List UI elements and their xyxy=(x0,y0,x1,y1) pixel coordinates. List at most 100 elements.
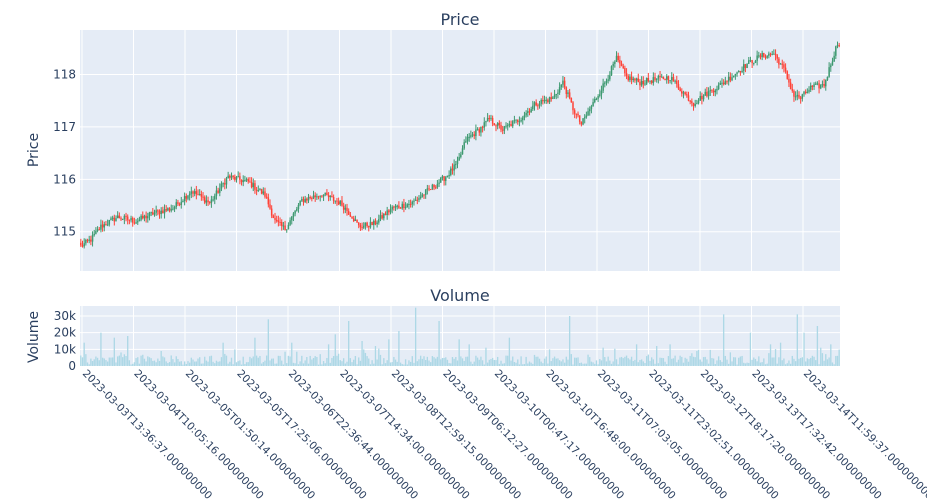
candle xyxy=(694,99,696,108)
candle xyxy=(205,195,208,206)
volume-bar xyxy=(138,363,141,366)
volume-bar xyxy=(738,357,740,366)
volume-bar xyxy=(575,357,578,366)
candle xyxy=(361,222,363,231)
candle xyxy=(334,200,337,204)
volume-bar xyxy=(197,358,199,366)
candle xyxy=(622,63,624,70)
volume-bar xyxy=(381,364,383,366)
volume-bar xyxy=(691,353,693,366)
volume-bar xyxy=(480,356,482,366)
volume-bar xyxy=(326,357,328,366)
volume-y-tick-labels: 0 10k 20k 30k xyxy=(54,309,76,373)
candle xyxy=(744,63,747,73)
candle xyxy=(280,219,283,231)
candle xyxy=(406,203,409,208)
candle xyxy=(547,98,549,104)
volume-bar xyxy=(515,362,517,366)
volume-bar xyxy=(353,359,355,366)
candle xyxy=(302,196,305,206)
candle xyxy=(232,175,234,180)
candle xyxy=(719,80,722,85)
candle xyxy=(490,114,492,121)
volume-bar xyxy=(510,360,512,366)
volume-bar xyxy=(257,357,259,366)
volume-bar xyxy=(180,361,182,366)
candle xyxy=(575,113,578,119)
candle xyxy=(831,57,834,66)
volume-bar xyxy=(212,361,214,366)
volume-bar xyxy=(224,353,226,366)
volume-bar xyxy=(349,358,352,366)
volume-bar xyxy=(125,356,127,366)
candle xyxy=(794,91,797,101)
volume-bar xyxy=(217,361,219,366)
candle xyxy=(525,110,527,118)
candle xyxy=(686,91,688,98)
candle xyxy=(137,217,139,225)
candle xyxy=(652,72,655,86)
candle xyxy=(321,195,323,198)
volume-bar xyxy=(721,361,723,366)
candle xyxy=(351,216,353,219)
volume-bar xyxy=(461,358,464,366)
volume-bar xyxy=(222,342,224,366)
candle xyxy=(706,86,708,98)
volume-bar xyxy=(110,357,112,366)
candle xyxy=(347,208,350,215)
candle xyxy=(411,200,414,208)
candle xyxy=(771,50,773,56)
candle xyxy=(650,80,653,85)
volume-bar xyxy=(133,362,136,366)
volume-bar xyxy=(587,354,589,366)
volume-bar xyxy=(430,362,432,366)
candle xyxy=(173,205,176,213)
candle xyxy=(352,215,355,223)
candle xyxy=(296,206,298,212)
candle xyxy=(393,205,395,211)
volume-bar xyxy=(209,356,211,366)
candle xyxy=(359,222,362,231)
volume-bar xyxy=(358,357,360,366)
volume-bar xyxy=(388,339,390,366)
candle xyxy=(657,74,660,84)
volume-bar xyxy=(709,349,711,366)
volume-bar xyxy=(610,363,613,366)
volume-bar xyxy=(558,360,561,366)
candle xyxy=(568,88,571,100)
candle xyxy=(162,206,164,214)
volume-bar xyxy=(322,361,325,366)
volume-bar xyxy=(617,364,619,366)
candle xyxy=(373,219,375,230)
candle xyxy=(155,205,157,216)
volume-bar xyxy=(796,314,798,366)
candle xyxy=(371,221,373,226)
candle xyxy=(212,196,214,202)
candle xyxy=(403,198,405,213)
volume-bar xyxy=(406,364,408,366)
volume-bar xyxy=(192,359,194,366)
volume-bar xyxy=(794,361,797,366)
volume-y-axis-label: Volume xyxy=(26,311,42,363)
candle xyxy=(465,136,467,144)
volume-bar xyxy=(399,362,402,366)
candle xyxy=(409,199,412,208)
candle xyxy=(488,115,491,123)
candle xyxy=(274,212,276,224)
volume-bar xyxy=(220,357,223,366)
volume-bar xyxy=(493,359,495,366)
volume-bar xyxy=(227,363,229,366)
candle xyxy=(170,204,172,213)
volume-bar xyxy=(463,360,465,366)
candle xyxy=(583,114,586,124)
candle xyxy=(242,175,244,187)
volume-bar xyxy=(466,356,469,366)
volume-bar xyxy=(95,356,97,366)
volume-bar xyxy=(255,355,258,366)
candle xyxy=(481,125,484,133)
candle xyxy=(229,174,231,181)
volume-bar xyxy=(177,359,179,366)
volume-bar xyxy=(317,364,320,366)
volume-bar xyxy=(816,326,819,366)
